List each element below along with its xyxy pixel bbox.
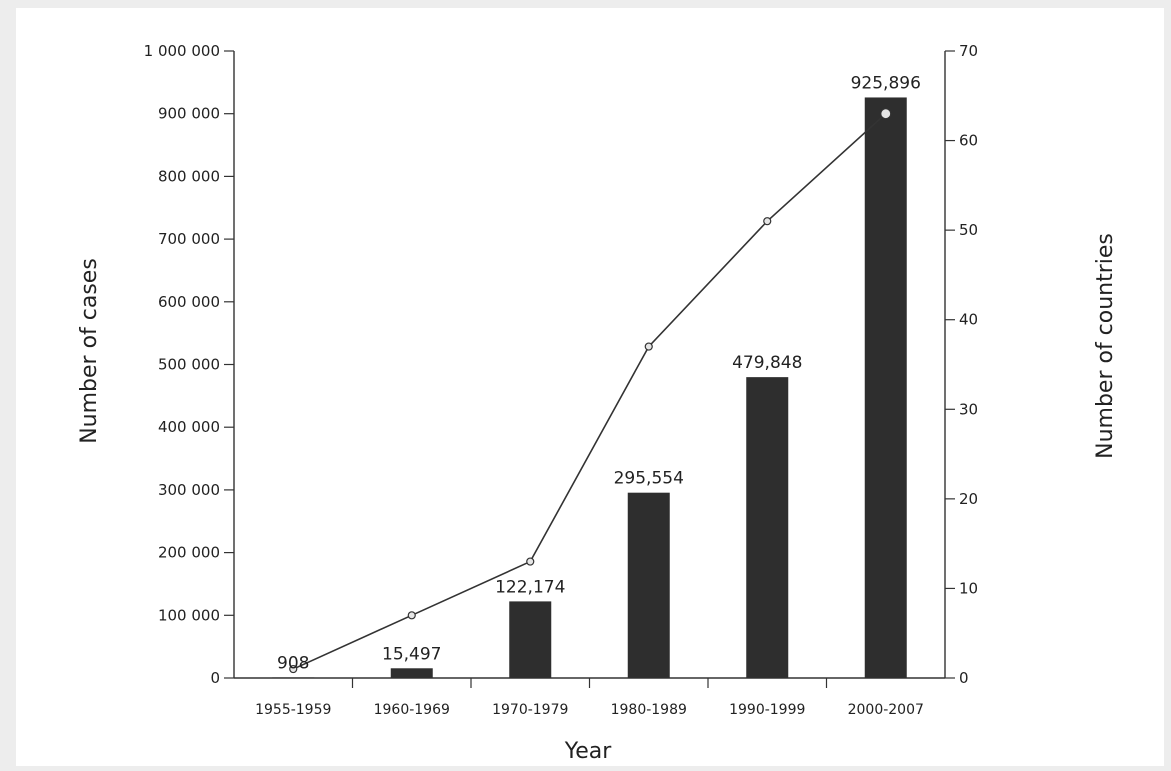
data-labels: 908 15,497 122,174 295,554 479,848 925,896 xyxy=(277,73,921,673)
right-tick-label: 0 xyxy=(959,669,969,687)
left-tick-label: 700 000 xyxy=(158,230,220,248)
bar-data-label: 479,848 xyxy=(732,353,802,373)
x-tick-label: 1970-1979 xyxy=(492,702,568,718)
x-tick-label: 1980-1989 xyxy=(611,702,687,718)
right-tick-label: 30 xyxy=(959,400,978,418)
bar-data-label: 15,497 xyxy=(382,644,441,664)
right-axis-title: Number of countries xyxy=(1093,233,1118,459)
right-tick-label: 50 xyxy=(959,221,978,239)
left-tick-label: 100 000 xyxy=(158,606,220,624)
right-tick-label: 60 xyxy=(959,132,978,150)
chart-frame: 0 100 000 200 000 300 000 400 000 500 000 600 … xyxy=(16,8,1164,766)
left-axis-title: Number of cases xyxy=(77,258,102,444)
line-point xyxy=(880,108,892,120)
bar-data-label: 295,554 xyxy=(614,469,684,489)
bars xyxy=(272,97,907,679)
axis-titles: Year Number of cases Number of countries xyxy=(77,233,1118,764)
left-tick-label: 1 000 000 xyxy=(144,42,220,60)
left-tick-label: 200 000 xyxy=(158,544,220,562)
left-tick-label: 800 000 xyxy=(158,167,220,185)
x-tick-label: 1990-1999 xyxy=(729,702,805,718)
x-tick-label: 1955-1959 xyxy=(255,702,331,718)
left-tick-label: 0 xyxy=(210,669,220,687)
combo-chart: 0 100 000 200 000 300 000 400 000 500 000 600 … xyxy=(77,42,1118,764)
left-tick-label: 600 000 xyxy=(158,293,220,311)
right-tick-label: 20 xyxy=(959,490,978,508)
x-axis-title: Year xyxy=(564,739,613,764)
bar xyxy=(509,601,552,678)
right-tick-label: 70 xyxy=(959,42,978,60)
axes: 0 100 000 200 000 300 000 400 000 500 000 600 … xyxy=(144,42,978,718)
left-tick-label: 900 000 xyxy=(158,105,220,123)
line-point xyxy=(644,342,653,351)
x-tick-label: 1960-1969 xyxy=(374,702,450,718)
bar-data-label: 908 xyxy=(277,653,309,673)
line-point xyxy=(289,664,298,674)
line-point xyxy=(526,557,535,566)
bar-data-label: 122,174 xyxy=(495,577,565,597)
bar-data-label: 925,896 xyxy=(851,73,921,93)
countries-line xyxy=(289,108,892,674)
line-point xyxy=(763,217,772,226)
right-tick-label: 10 xyxy=(959,579,978,597)
bar xyxy=(627,492,670,678)
left-tick-label: 400 000 xyxy=(158,418,220,436)
bar xyxy=(390,668,433,678)
x-tick-label: 2000-2007 xyxy=(848,702,924,718)
bar xyxy=(272,677,315,678)
bar xyxy=(746,377,789,678)
series-line xyxy=(292,113,887,670)
bar xyxy=(864,97,907,679)
line-point xyxy=(407,611,416,620)
right-tick-label: 40 xyxy=(959,311,978,329)
left-tick-label: 500 000 xyxy=(158,356,220,374)
left-tick-label: 300 000 xyxy=(158,481,220,499)
